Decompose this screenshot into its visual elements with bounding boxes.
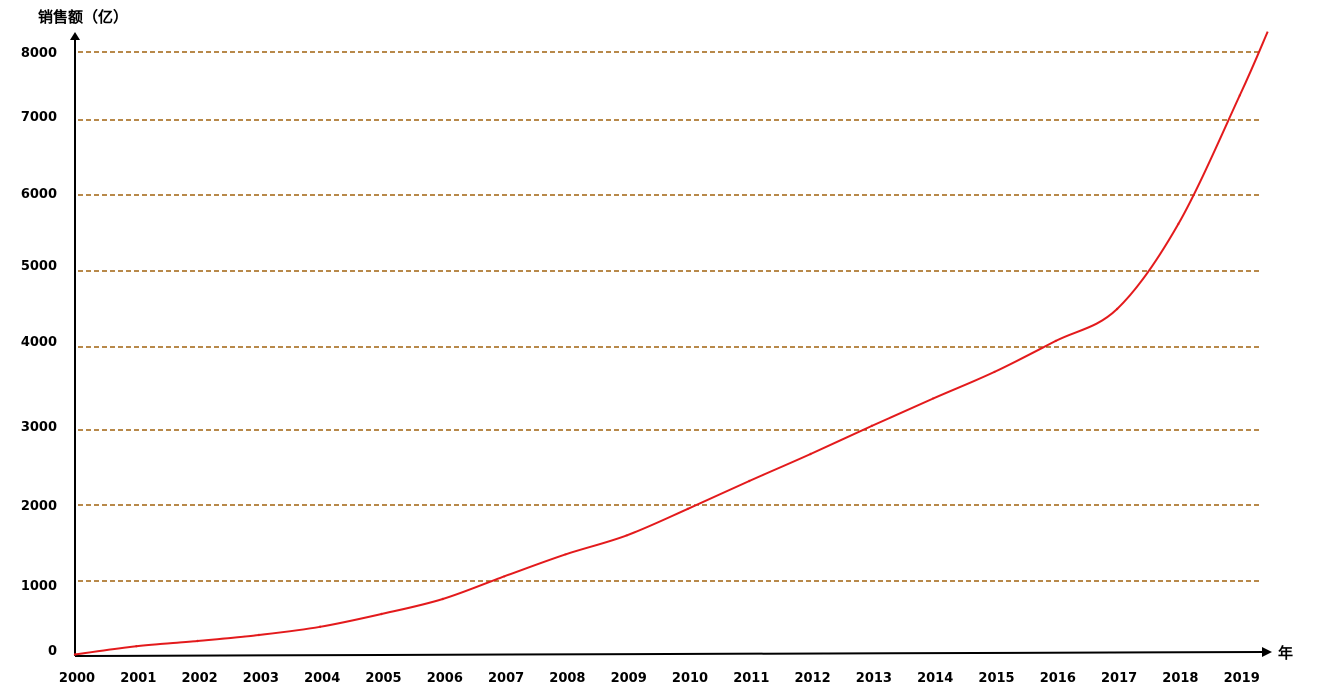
data-point-2001 [135,645,138,648]
x-tick-label: 2003 [243,671,279,686]
data-point-2003 [257,633,261,637]
x-tick-label: 2002 [182,671,218,686]
x-tick-label: 2010 [672,671,708,686]
x-axis-line [74,647,1272,657]
x-tick-label: 2004 [304,671,340,686]
data-point-2016 [1054,339,1058,343]
data-point-2014 [932,397,935,400]
y-tick-label: 2000 [21,499,57,514]
x-tick-label: 2014 [917,671,953,686]
x-axis-title: 年 [1278,644,1293,662]
series-group [73,31,1269,656]
data-point-2010 [686,507,690,510]
data-point-2013 [870,424,874,428]
data-point-2006 [441,597,444,601]
data-point-2018 [1177,222,1180,226]
x-tick-label: 2016 [1040,671,1076,686]
data-point-2011 [748,479,751,483]
data-point-2012 [809,452,812,456]
data-point-2007 [502,575,506,578]
x-tick-label: 2005 [365,671,401,686]
x-tick-label: 2019 [1224,671,1260,686]
x-tick-labels: 2000 2001 2002 2003 2004 2005 2006 2007 2008 2009… [59,671,1260,686]
y-tick-labels: 0 1000 2000 3000 4000 5000 6000 7000 8000 [21,46,57,659]
y-axis-title: 销售额（亿） [38,8,128,26]
y-tick-label: 0 [48,644,57,659]
y-tick-label: 5000 [21,259,57,274]
x-tick-label: 2009 [611,671,647,686]
grid-lines [78,51,1262,582]
data-point-2019 [1238,94,1241,97]
data-point-2017 [1115,307,1119,311]
x-tick-label: 2006 [427,671,463,686]
x-tick-label: 2008 [549,671,585,686]
x-tick-label: 2007 [488,671,524,686]
y-tick-label: 8000 [21,46,57,61]
data-point-2004 [319,625,322,628]
data-point-2008 [564,553,567,556]
x-tick-label: 2017 [1101,671,1137,686]
data-point-2005 [380,612,383,616]
y-tick-label: 3000 [21,420,57,435]
y-tick-label: 1000 [21,579,57,594]
y-tick-label: 7000 [21,110,57,125]
y-tick-label: 4000 [21,335,57,350]
x-tick-label: 2015 [978,671,1014,686]
y-tick-label: 6000 [21,187,57,202]
series-line [74,31,1269,656]
data-point-2015 [993,370,996,374]
x-tick-label: 2001 [120,671,156,686]
data-point-2002 [196,639,199,643]
x-tick-label: 2013 [856,671,892,686]
x-tick-label: 2000 [59,671,95,686]
x-tick-label: 2018 [1162,671,1198,686]
data-point-2000 [73,653,77,656]
x-tick-label: 2011 [733,671,769,686]
data-point-2009 [625,534,628,537]
x-tick-label: 2012 [795,671,831,686]
